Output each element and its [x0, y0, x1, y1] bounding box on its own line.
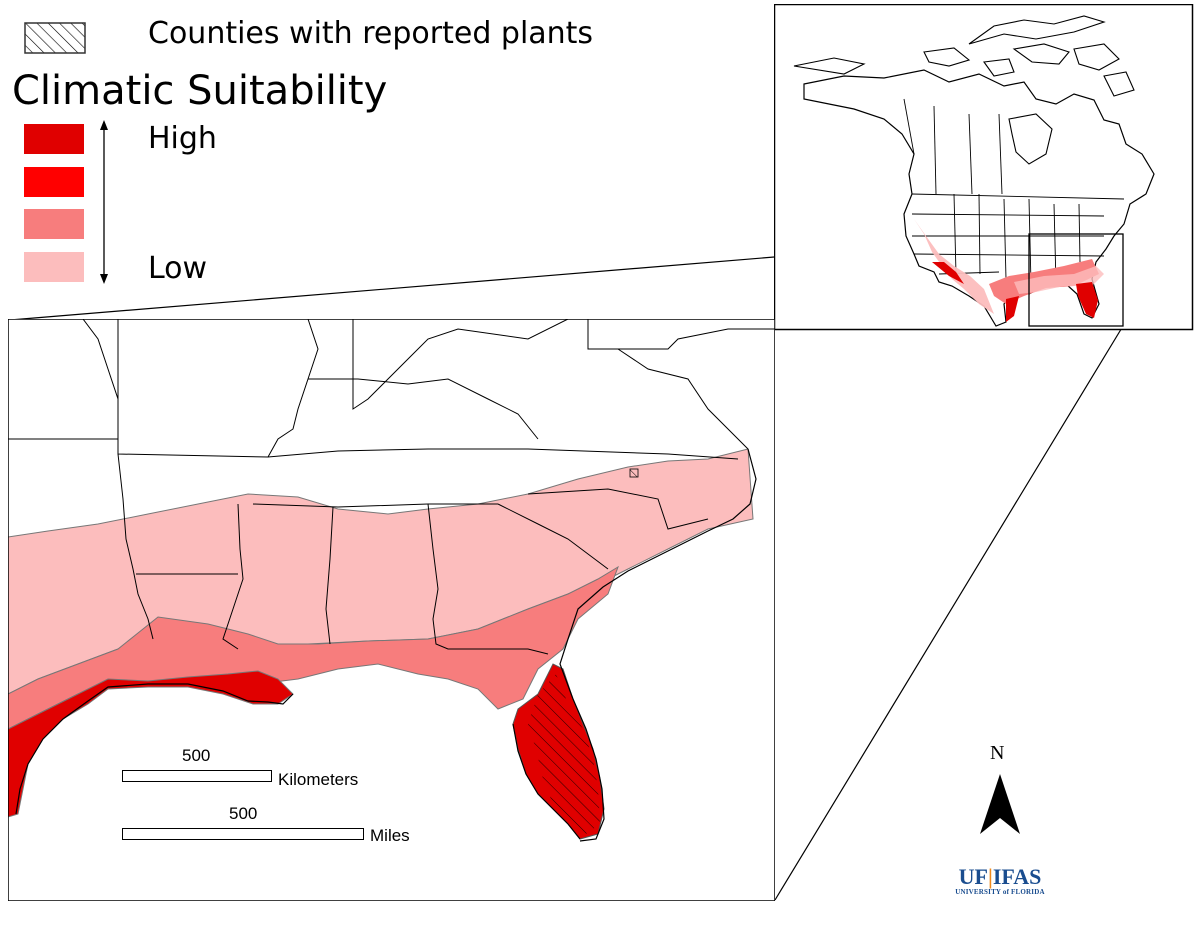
- legend-title: Climatic Suitability: [12, 68, 388, 114]
- uf-ifas-logo: UF|IFAS UNIVERSITY of FLORIDA: [950, 864, 1050, 897]
- low-label: Low: [148, 251, 208, 286]
- mi-value: 500: [229, 804, 258, 823]
- reported-counties-florida: [528, 674, 600, 834]
- km-unit: Kilometers: [278, 770, 359, 789]
- swatch-medium-high: [24, 167, 84, 197]
- main-map: [8, 319, 775, 901]
- km-scale-bar: [122, 770, 272, 782]
- hatch-swatch: [24, 22, 86, 54]
- scale-arrow: [100, 120, 108, 284]
- north-label: N: [990, 742, 1005, 764]
- km-value: 500: [182, 746, 211, 765]
- high-label: High: [148, 121, 217, 156]
- legend: Counties with reported plants Climatic S…: [0, 0, 600, 300]
- swatch-medium-low: [24, 209, 84, 239]
- mi-unit: Miles: [370, 826, 410, 845]
- logo-ifas: IFAS: [992, 864, 1042, 889]
- swatch-low: [24, 252, 84, 282]
- north-arrow-icon: [980, 774, 1020, 834]
- logo-uf: UF: [958, 864, 988, 889]
- logo-subtitle: UNIVERSITY of FLORIDA: [955, 888, 1045, 896]
- swatch-high: [24, 124, 84, 154]
- mi-scale-bar: [122, 828, 364, 840]
- extent-rectangle: [1028, 233, 1124, 327]
- overview-map: [774, 4, 1194, 331]
- reported-county-nc: [629, 468, 639, 478]
- hatch-label: Counties with reported plants: [148, 16, 594, 51]
